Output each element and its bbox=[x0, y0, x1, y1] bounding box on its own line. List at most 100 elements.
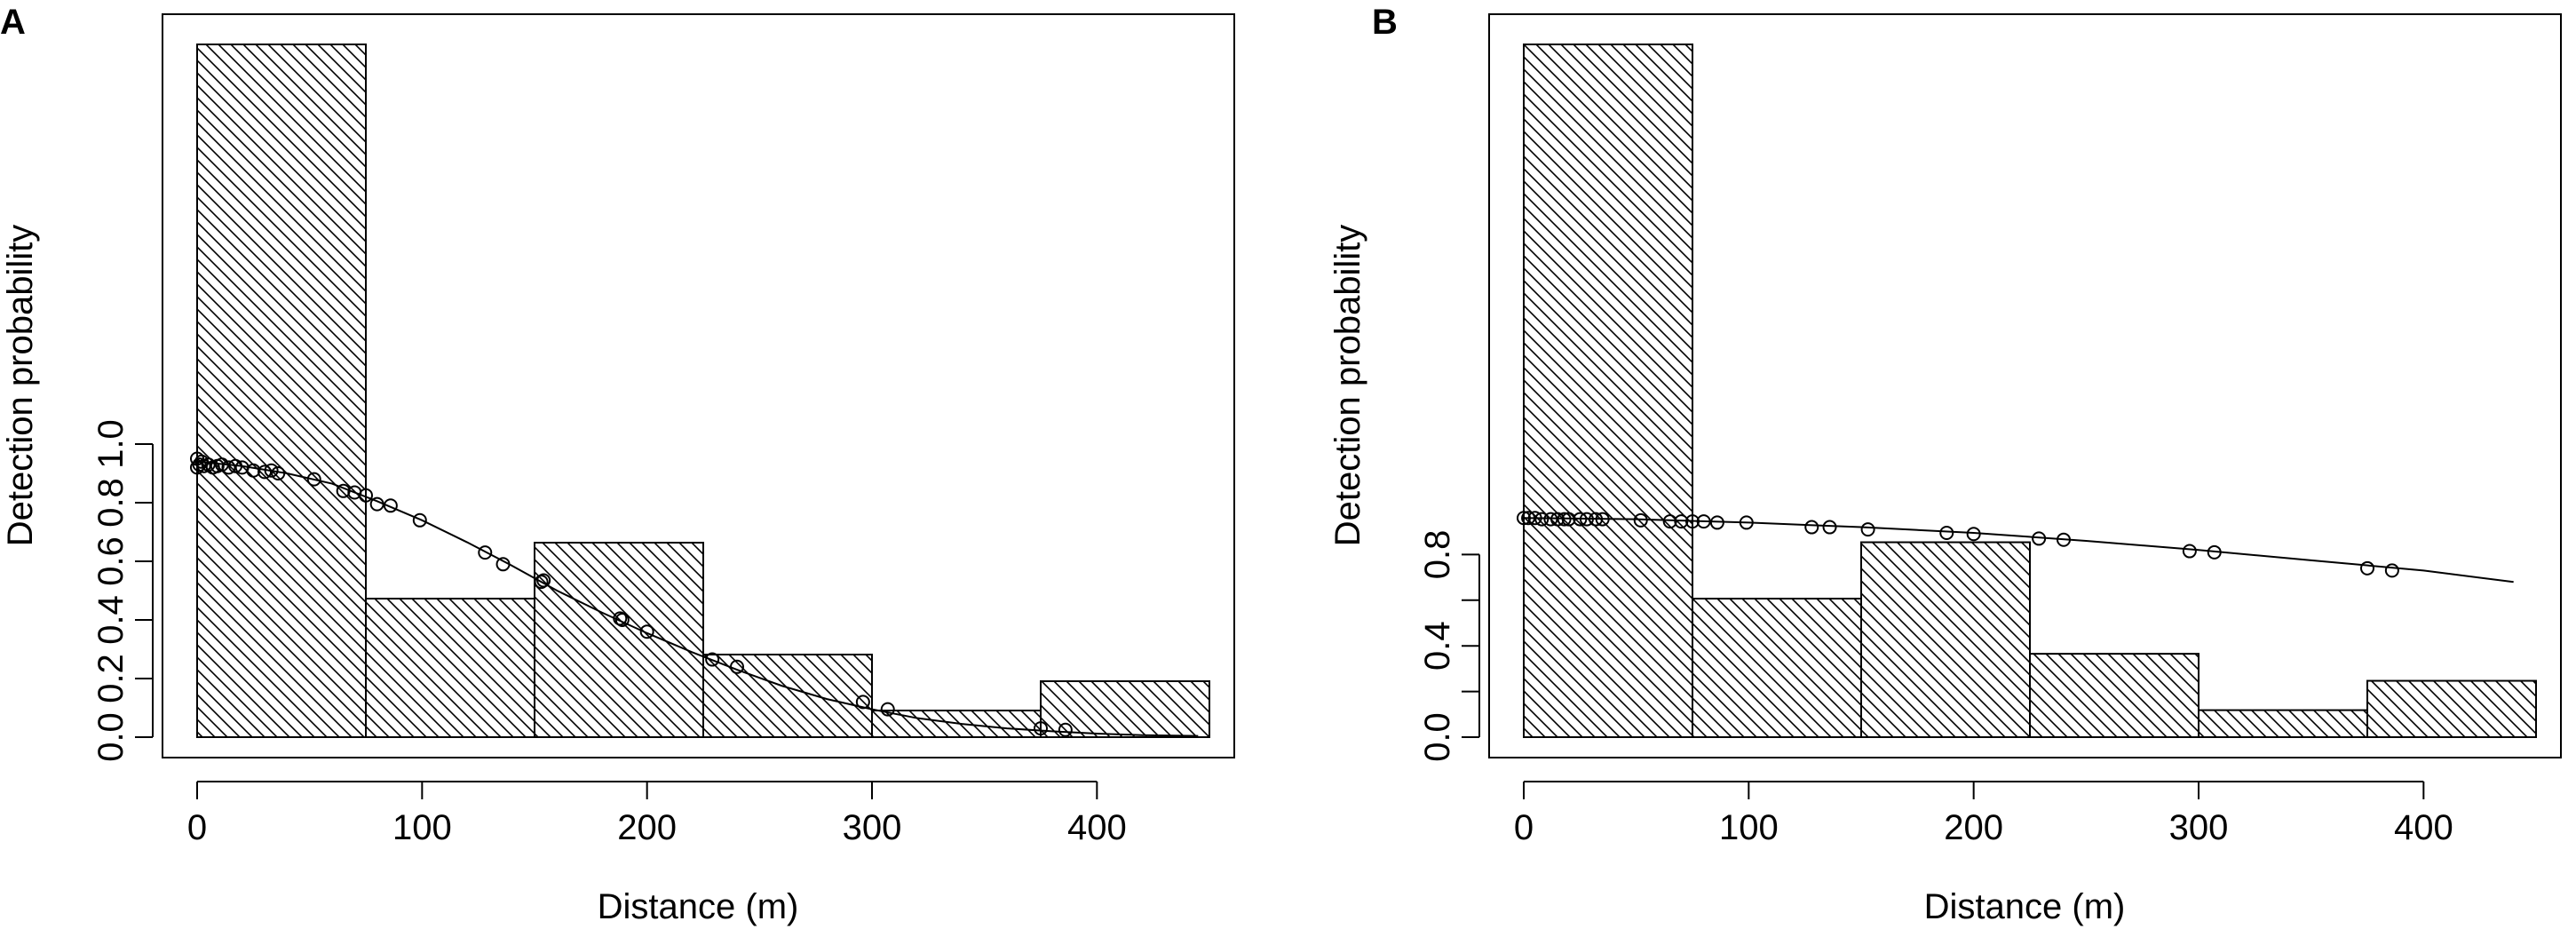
panel-b-points bbox=[1517, 511, 2399, 578]
panel-b-y-tick-label: 0.8 bbox=[1418, 530, 1457, 580]
panel-a-point bbox=[1058, 722, 1073, 737]
panel-b-y-axis: 0.0 0.4 0.8 bbox=[1418, 530, 1480, 762]
panel-b-point bbox=[1674, 514, 1689, 529]
panel-b-point bbox=[1589, 512, 1604, 527]
panel-a-point bbox=[478, 545, 493, 560]
panel-a-y-axis-label: Detection probability bbox=[1, 225, 40, 546]
panel-b-point bbox=[1822, 520, 1837, 535]
panel-a-point bbox=[730, 659, 744, 674]
panel-a-point bbox=[228, 458, 243, 473]
panel-b-x-tick-label: 200 bbox=[1944, 808, 2003, 847]
panel-b-x-tick-label: 400 bbox=[2394, 808, 2453, 847]
panel-a-y-tick-label: 0.4 bbox=[91, 595, 131, 645]
panel-a-label: A bbox=[0, 3, 26, 42]
panel-a-point bbox=[613, 611, 628, 626]
panel-a-point bbox=[271, 466, 286, 480]
panel-b-point bbox=[2360, 560, 2374, 576]
panel-a-point bbox=[536, 573, 551, 588]
panel-a-x-tick-label: 100 bbox=[392, 808, 452, 847]
panel-a-x-tick-label: 200 bbox=[617, 808, 677, 847]
panel-a-point bbox=[306, 472, 321, 487]
panel-b-point bbox=[1595, 512, 1610, 527]
panel-b-point bbox=[2032, 531, 2047, 546]
panel-a-point bbox=[614, 613, 630, 627]
panel-a-point bbox=[369, 496, 384, 512]
panel-a-point bbox=[639, 624, 654, 639]
panel-b-label: B bbox=[1372, 3, 1398, 42]
panel-a-point bbox=[1034, 721, 1048, 736]
panel-b-bar-5 bbox=[2366, 679, 2537, 738]
panel-a-y-tick-label: 0.8 bbox=[91, 478, 131, 528]
panel-b-plot-box bbox=[1488, 13, 2562, 758]
panel-a-y-tick-label: 0.0 bbox=[91, 712, 131, 762]
panel-a-y-axis: 0.0 0.2 0.4 0.6 0.8 1.0 bbox=[91, 419, 154, 762]
panel-b: B 0 100 200 300 400 0.0 0.4 0.8 Distance (m) D… bbox=[1328, 3, 2562, 926]
panel-a-point bbox=[383, 498, 398, 513]
panel-b-point bbox=[1561, 512, 1576, 527]
panel-a-point bbox=[705, 652, 720, 667]
panel-a-bar-3 bbox=[702, 654, 873, 738]
panel-a-y-tick-label: 0.2 bbox=[91, 654, 131, 703]
panel-a-x-tick-label: 300 bbox=[843, 808, 902, 847]
panel-a-bar-5 bbox=[1040, 680, 1210, 738]
panel-b-curve bbox=[1523, 517, 2514, 584]
panel-a-plot-box bbox=[162, 13, 1235, 758]
panel-b-point bbox=[1579, 512, 1594, 527]
panel-a-bar-1 bbox=[365, 598, 535, 738]
panel-b-x-axis: 0 100 200 300 400 bbox=[1514, 781, 2453, 847]
panel-a-x-tick-label: 0 bbox=[187, 808, 207, 847]
panel-a-bars bbox=[196, 44, 1210, 738]
panel-b-point bbox=[1696, 514, 1711, 529]
panel-a-point bbox=[336, 483, 351, 498]
panel-a-x-axis-label: Distance (m) bbox=[598, 887, 799, 926]
panel-b-bar-2 bbox=[1860, 541, 2031, 738]
panel-b-point bbox=[1966, 527, 1981, 542]
panel-b-bars bbox=[1523, 44, 2537, 739]
panel-a-point bbox=[359, 488, 373, 503]
panel-b-point bbox=[1557, 512, 1572, 527]
panel-a-point bbox=[246, 463, 261, 478]
panel-a-point bbox=[880, 702, 895, 717]
panel-b-point bbox=[1804, 520, 1819, 535]
panel-a-x-tick-label: 400 bbox=[1067, 808, 1127, 847]
panel-b-point bbox=[1685, 514, 1700, 529]
panel-a-point bbox=[221, 460, 236, 475]
panel-a-point bbox=[412, 512, 427, 528]
panel-b-bar-0 bbox=[1523, 44, 1693, 738]
panel-b-point bbox=[2057, 532, 2071, 547]
panel-b-point bbox=[1521, 511, 1536, 526]
panel-b-point bbox=[2384, 563, 2399, 578]
panel-b-y-tick-label: 0.0 bbox=[1418, 712, 1457, 762]
panel-b-point bbox=[1550, 512, 1565, 527]
panel-b-x-axis-label: Distance (m) bbox=[1924, 887, 2126, 926]
panel-a-point bbox=[264, 463, 279, 478]
panel-b-point bbox=[1860, 522, 1875, 537]
panel-a-curve bbox=[196, 460, 1199, 737]
panel-b-point bbox=[1527, 511, 1542, 526]
panel-b-x-tick-label: 0 bbox=[1514, 808, 1534, 847]
panel-b-point bbox=[1739, 515, 1754, 530]
panel-b-point bbox=[1534, 512, 1550, 527]
panel-b-point bbox=[1543, 512, 1558, 527]
panel-a-y-tick-label: 1.0 bbox=[91, 419, 131, 469]
panel-b-bar-3 bbox=[2029, 653, 2200, 739]
panel-b-point bbox=[1662, 514, 1677, 529]
panel-a-y-tick-label: 0.6 bbox=[91, 536, 131, 586]
panel-b-x-tick-label: 300 bbox=[2169, 808, 2229, 847]
panel-a-points bbox=[190, 451, 1073, 737]
panel-b-point bbox=[1939, 525, 1954, 540]
panel-b-y-tick-label: 0.4 bbox=[1418, 621, 1457, 671]
panel-b-fitted-curve bbox=[1523, 517, 2514, 584]
panel-a-x-axis: 0 100 200 300 400 bbox=[187, 781, 1127, 847]
panel-b-bar-1 bbox=[1692, 598, 1862, 738]
panel-a-point bbox=[495, 557, 511, 572]
panel-a-point bbox=[855, 695, 870, 710]
panel-b-point bbox=[1573, 512, 1588, 527]
panel-a-point bbox=[258, 464, 272, 480]
panel-a-point bbox=[214, 457, 229, 472]
panel-b-point bbox=[2182, 544, 2197, 559]
panel-b-y-axis-label: Detection probability bbox=[1328, 225, 1367, 546]
panel-a-fitted-curve bbox=[196, 460, 1199, 737]
panel-a-point bbox=[534, 575, 549, 590]
